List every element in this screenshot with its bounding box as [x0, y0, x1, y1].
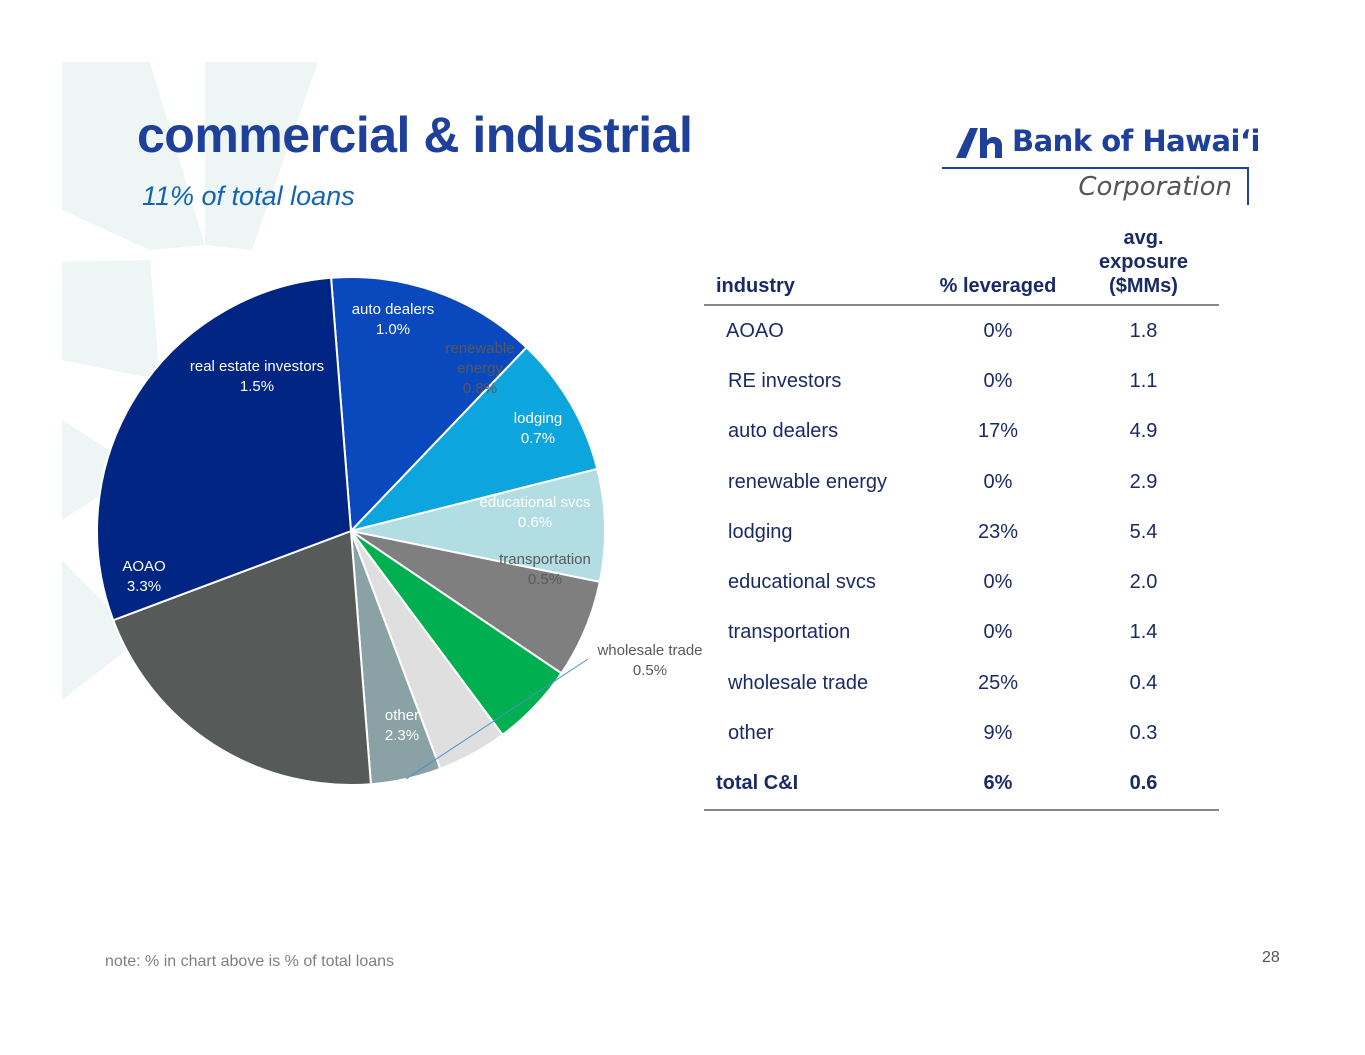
bank-logo-corporation: Corporation	[1078, 172, 1232, 202]
pie-label-transportation: transportation 0.5%	[499, 551, 591, 588]
cell-exposure: 5.4	[1129, 520, 1158, 543]
cell-industry: auto dealers	[728, 420, 839, 443]
pie-slice-aoao	[96, 276, 353, 622]
pie-label-renewable-energy: renewable energy 0.8%	[445, 340, 514, 397]
table-row: educational svcs 0% 2.0	[704, 557, 1219, 607]
header-exposure-line1: avg.	[1123, 227, 1164, 249]
footnote: note: % in chart above is % of total loa…	[105, 953, 395, 970]
header-exposure-line2: exposure	[1099, 251, 1188, 273]
pie-chart: real estate investors 1.5% auto dealers 1.0…	[96, 276, 703, 786]
table-total-row: total C&I 6% 0.6	[704, 758, 1219, 811]
pie-label-real-estate-investors: real estate investors 1.5%	[190, 358, 324, 395]
header-industry: industry	[704, 226, 928, 306]
slide-title: commercial & industrial	[137, 107, 693, 163]
cell-industry: renewable energy	[728, 470, 887, 493]
cell-leveraged: 25%	[977, 671, 1019, 694]
pie-slice-auto-dealers	[347, 345, 599, 533]
pie-label-lodging: lodging 0.7%	[514, 410, 562, 447]
cell-leveraged: 17%	[977, 420, 1019, 443]
header-leveraged: % leveraged	[928, 226, 1068, 306]
table-row: lodging 23% 5.4	[704, 507, 1219, 557]
cell-exposure: 1.1	[1129, 369, 1158, 392]
background-watermark	[62, 62, 318, 700]
cell-leveraged: 9%	[983, 722, 1013, 745]
cell-exposure: 0.4	[1129, 671, 1158, 694]
page-number: 28	[1262, 949, 1280, 966]
total-industry: total C&I	[704, 758, 928, 811]
cell-industry: educational svcs	[728, 571, 876, 594]
cell-exposure: 0.3	[1129, 722, 1158, 745]
table-row: transportation 0% 1.4	[704, 608, 1219, 658]
total-exposure: 0.6	[1068, 758, 1219, 811]
bank-logo-mark-icon	[956, 128, 1002, 158]
cell-leveraged: 0%	[983, 470, 1013, 493]
cell-leveraged: 0%	[983, 621, 1013, 644]
pie-slice-other	[111, 529, 373, 786]
pie-slice-real-estate-investors	[329, 276, 528, 534]
cell-exposure: 2.9	[1129, 470, 1158, 493]
slide-subtitle: 11% of total loans	[142, 181, 355, 211]
bank-logo-name: Bank of Hawaiʻi	[1012, 124, 1260, 158]
table-row: renewable energy 0% 2.9	[704, 457, 1219, 507]
cell-industry: other	[728, 722, 774, 745]
cell-exposure: 2.0	[1129, 571, 1158, 594]
cell-exposure: 4.9	[1129, 420, 1158, 443]
cell-leveraged: 23%	[977, 520, 1019, 543]
cell-industry: AOAO	[726, 319, 784, 342]
bank-logo: Bank of Hawaiʻi Corporation	[940, 120, 1260, 215]
header-exposure: avg. exposure ($MMs)	[1068, 226, 1219, 306]
cell-leveraged: 0%	[983, 319, 1013, 342]
cell-leveraged: 0%	[983, 369, 1013, 392]
cell-industry: transportation	[728, 621, 851, 644]
pie-label-other: other 2.3%	[385, 707, 419, 744]
table-row: auto dealers 17% 4.9	[704, 407, 1219, 457]
table-header-row: industry % leveraged avg. exposure ($MMs…	[704, 226, 1219, 306]
cell-industry: RE investors	[728, 369, 842, 392]
pie-label-auto-dealers: auto dealers 1.0%	[352, 301, 435, 338]
table-row: other 9% 0.3	[704, 708, 1219, 758]
cell-industry: lodging	[728, 520, 793, 543]
pie-label-educational-svcs: educational svcs 0.6%	[480, 494, 591, 531]
pie-slice-renewable-energy	[350, 467, 606, 584]
leader-line-wholesale-trade	[405, 658, 589, 780]
bank-logo-vertical-rule	[1247, 167, 1249, 205]
cell-exposure: 1.4	[1129, 621, 1158, 644]
industry-table: industry % leveraged avg. exposure ($MMs…	[704, 226, 1219, 811]
cell-leveraged: 0%	[983, 571, 1013, 594]
total-leveraged: 6%	[928, 758, 1068, 811]
pie-label-aoao: AOAO 3.3%	[122, 558, 165, 595]
cell-industry: wholesale trade	[728, 671, 869, 694]
table-row: RE investors 0% 1.1	[704, 356, 1219, 406]
table-row: AOAO 0% 1.8	[704, 305, 1219, 356]
header-exposure-line3: ($MMs)	[1109, 275, 1178, 297]
bank-logo-rule	[942, 167, 1249, 169]
pie-label-wholesale-trade: wholesale trade 0.5%	[596, 642, 702, 679]
table-row: wholesale trade 25% 0.4	[704, 658, 1219, 708]
cell-exposure: 1.8	[1129, 319, 1158, 342]
